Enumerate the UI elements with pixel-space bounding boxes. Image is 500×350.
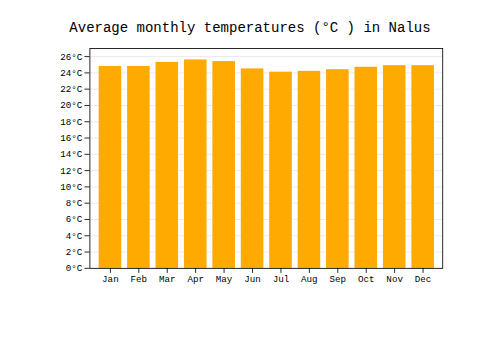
svg-text:Jul: Jul <box>273 274 290 285</box>
svg-text:Aug: Aug <box>301 274 318 285</box>
svg-text:Jan: Jan <box>102 274 119 285</box>
svg-text:Feb: Feb <box>131 274 148 285</box>
svg-text:22°C: 22°C <box>60 84 83 95</box>
svg-text:Sep: Sep <box>330 274 347 285</box>
svg-text:Nov: Nov <box>386 274 403 285</box>
svg-text:10°C: 10°C <box>60 182 83 193</box>
svg-text:Jun: Jun <box>244 274 261 285</box>
svg-text:May: May <box>216 274 233 285</box>
svg-text:Mar: Mar <box>159 274 176 285</box>
svg-text:20°C: 20°C <box>60 100 83 111</box>
svg-text:Oct: Oct <box>358 274 375 285</box>
svg-text:4°C: 4°C <box>66 231 83 242</box>
html-text:Average monthly temperatures (: Average monthly temperatures (°C ) in Na… <box>69 20 431 36</box>
svg-text:Apr: Apr <box>187 274 204 285</box>
svg-text:14°C: 14°C <box>60 149 83 160</box>
svg-text:24°C: 24°C <box>60 68 83 79</box>
svg-text:0°C: 0°C <box>66 263 83 274</box>
svg-text:6°C: 6°C <box>66 214 83 225</box>
svg-text:18°C: 18°C <box>60 117 83 128</box>
svg-text:12°C: 12°C <box>60 166 83 177</box>
svg-text:Dec: Dec <box>415 274 432 285</box>
svg-text:2°C: 2°C <box>66 247 83 258</box>
svg-text:8°C: 8°C <box>66 198 83 209</box>
svg-text:16°C: 16°C <box>60 133 83 144</box>
svg-text:26°C: 26°C <box>60 52 83 63</box>
